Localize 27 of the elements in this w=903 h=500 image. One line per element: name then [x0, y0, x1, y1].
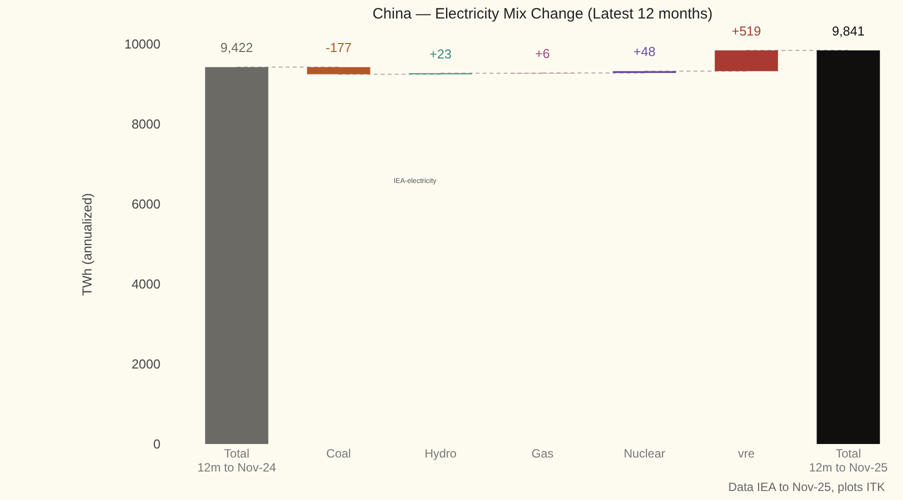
data-label: 9,841 [832, 23, 865, 38]
data-label: +23 [430, 46, 452, 62]
y-tick-label: 6000 [132, 196, 160, 212]
y-tick-label: 0 [153, 436, 160, 452]
bar [205, 67, 268, 444]
x-tick-label: Gas [531, 446, 554, 460]
data-label: -177 [326, 40, 352, 56]
bar [307, 67, 370, 74]
x-tick-label: Coal [326, 446, 351, 460]
bar [714, 50, 778, 72]
x-tick-label: Total 12m to Nov-25 [808, 446, 888, 474]
data-label: +519 [732, 23, 762, 38]
x-tick-label: Nuclear [624, 446, 666, 460]
x-tick-label: Total 12m to Nov-24 [197, 446, 276, 474]
y-axis-title: TWh (annualized) [79, 193, 94, 296]
x-tick-label: Hydro [424, 446, 457, 460]
data-label: +6 [535, 46, 550, 62]
chart-title: China — Electricity Mix Change (Latest 12 months) [372, 5, 713, 22]
data-label: +48 [633, 44, 656, 60]
data-label: 9,422 [220, 40, 253, 56]
y-tick-label: 2000 [132, 356, 160, 372]
y-tick-label: 10000 [124, 36, 160, 52]
x-tick-label: vre [738, 446, 756, 460]
y-tick-label: 8000 [132, 116, 160, 132]
bar [816, 50, 880, 444]
y-tick-label: 4000 [132, 276, 160, 292]
text: Data IEA to Nov-25, plots ITK [728, 480, 885, 494]
